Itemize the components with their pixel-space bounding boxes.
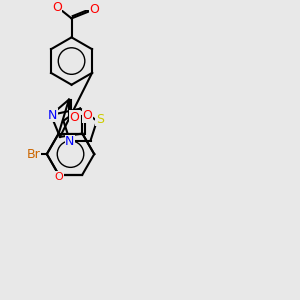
Text: O: O xyxy=(52,1,62,14)
Text: Br: Br xyxy=(26,148,40,160)
Text: O: O xyxy=(69,111,79,124)
Text: N: N xyxy=(48,109,57,122)
Text: O: O xyxy=(54,172,63,182)
Text: O: O xyxy=(90,3,100,16)
Text: N: N xyxy=(65,136,74,148)
Text: O: O xyxy=(82,109,92,122)
Text: S: S xyxy=(96,113,104,126)
